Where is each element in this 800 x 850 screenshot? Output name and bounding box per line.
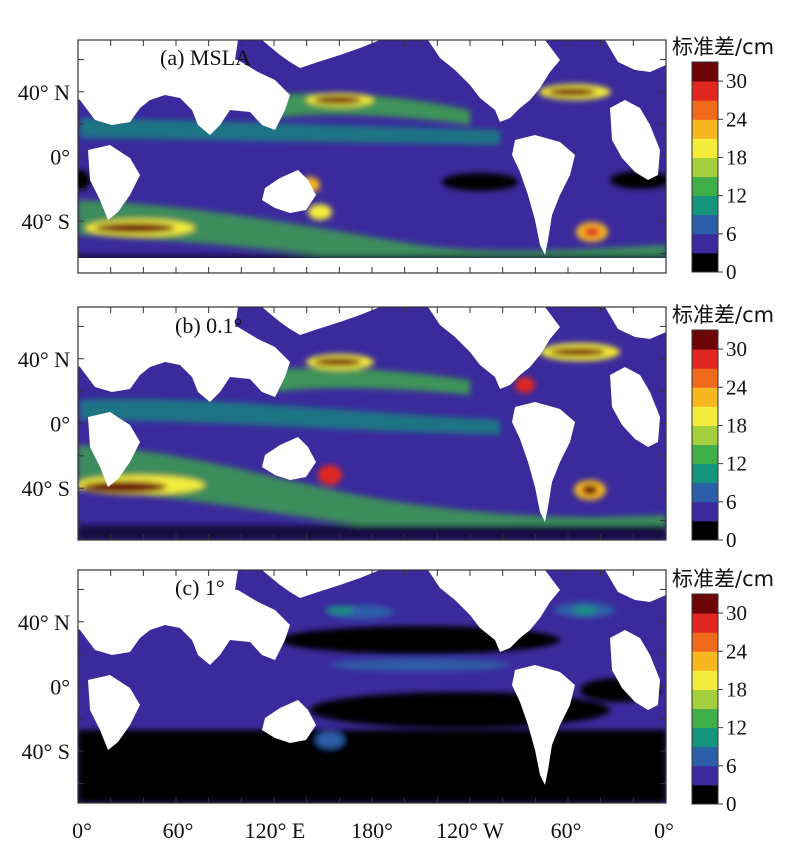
colorbar-swatch bbox=[692, 349, 718, 369]
colorbar-swatch bbox=[692, 746, 718, 767]
colorbar-swatch bbox=[692, 368, 718, 388]
colorbar-tick-label: 30 bbox=[726, 69, 747, 93]
colorbar-tick-label: 12 bbox=[726, 452, 747, 476]
colorbar-swatch bbox=[692, 81, 718, 101]
colorbar-tick-label: 18 bbox=[726, 145, 747, 169]
y-tick-label: 0° bbox=[50, 412, 70, 437]
colorbar-swatch bbox=[692, 157, 718, 178]
colorbar-tick-label: 6 bbox=[726, 754, 737, 778]
colorbar-title: 标准差/cm bbox=[672, 35, 774, 59]
colorbar-swatch bbox=[692, 765, 718, 786]
colorbar-swatch bbox=[692, 425, 718, 446]
colorbar-tick-label: 18 bbox=[726, 413, 747, 437]
colorbar-swatch bbox=[692, 689, 718, 710]
colorbar-tick-label: 18 bbox=[726, 677, 747, 701]
colorbar-tick-label: 6 bbox=[726, 222, 737, 246]
x-tick-label: 120° E bbox=[245, 818, 306, 843]
panel-label: (b) 0.1° bbox=[175, 313, 242, 338]
x-tick-label: 60° bbox=[163, 818, 194, 843]
colorbar-swatch bbox=[692, 727, 718, 748]
colorbar-tick-label: 0 bbox=[726, 260, 737, 284]
colorbar-swatch bbox=[692, 195, 718, 216]
colorbars: 标准差/cm 30 24 18 12 6 0 标准差/cm 30 24 18 12 6 0 标准差/cm 30… bbox=[672, 35, 774, 816]
y-tick-label: 0° bbox=[50, 675, 70, 700]
colorbar-tick-label: 24 bbox=[726, 375, 748, 399]
map-panel-c: (c) 1° bbox=[77, 569, 667, 804]
colorbar: 标准差/cm 30 24 18 12 6 0 bbox=[672, 35, 774, 284]
colorbar-swatch bbox=[692, 613, 718, 633]
colorbar-tick-label: 12 bbox=[726, 716, 747, 740]
colorbar-swatch bbox=[692, 670, 718, 690]
map-panel-b: (b) 0.1° bbox=[77, 306, 667, 541]
y-tick-label: 40° S bbox=[21, 209, 70, 234]
y-tick-label: 40° S bbox=[21, 476, 70, 501]
colorbar: 标准差/cm 30 24 18 12 6 0 bbox=[672, 567, 774, 816]
colorbar-swatch bbox=[692, 784, 718, 805]
colorbar-swatch bbox=[692, 406, 718, 426]
x-tick-label: 180° bbox=[351, 818, 393, 843]
y-tick-label: 40° S bbox=[21, 739, 70, 764]
panel-label: (c) 1° bbox=[175, 575, 225, 600]
colorbar-swatch bbox=[692, 651, 718, 671]
colorbar-swatch bbox=[692, 233, 718, 254]
colorbar-swatch bbox=[692, 176, 718, 197]
colorbar-swatch bbox=[692, 100, 718, 120]
acc-band bbox=[78, 200, 666, 267]
y-tick-label: 40° N bbox=[18, 347, 70, 372]
x-axis-labels: 0° 60° 120° E 180° 120° W 60° 0° bbox=[72, 818, 674, 843]
y-axis-labels: 40° N 0° 40° S 40° N 0° 40° S 40° N 0° 40° S bbox=[18, 80, 70, 764]
colorbar-tick-label: 0 bbox=[726, 528, 737, 552]
colorbar-swatch bbox=[692, 387, 718, 407]
colorbar-swatch bbox=[692, 482, 718, 503]
x-tick-label: 0° bbox=[72, 818, 92, 843]
colorbar-tick-label: 12 bbox=[726, 184, 747, 208]
colorbar-swatch bbox=[692, 62, 718, 82]
y-tick-label: 40° N bbox=[18, 610, 70, 635]
colorbar-swatch bbox=[692, 501, 718, 522]
colorbar-title: 标准差/cm bbox=[672, 303, 774, 327]
x-tick-label: 0° bbox=[654, 818, 674, 843]
y-tick-label: 0° bbox=[50, 145, 70, 170]
colorbar-frame bbox=[691, 329, 719, 541]
colorbar-swatch bbox=[692, 444, 718, 465]
colorbar: 标准差/cm 30 24 18 12 6 0 bbox=[672, 303, 774, 552]
colorbar-frame bbox=[691, 61, 719, 273]
colorbar-frame bbox=[691, 593, 719, 805]
colorbar-swatch bbox=[692, 252, 718, 273]
colorbar-title: 标准差/cm bbox=[672, 567, 774, 591]
colorbar-tick-label: 30 bbox=[726, 337, 747, 361]
colorbar-swatch bbox=[692, 330, 718, 350]
y-tick-label: 40° N bbox=[18, 80, 70, 105]
land-masses bbox=[78, 40, 666, 273]
colorbar-swatch bbox=[692, 520, 718, 541]
colorbar-swatch bbox=[692, 594, 718, 614]
colorbar-swatch bbox=[692, 708, 718, 729]
colorbar-tick-label: 30 bbox=[726, 601, 747, 625]
land-masses bbox=[78, 570, 666, 785]
x-tick-label: 60° bbox=[551, 818, 582, 843]
colorbar-swatch bbox=[692, 214, 718, 235]
colorbar-tick-label: 24 bbox=[726, 107, 748, 131]
map-panel-a: (a) MSLA bbox=[77, 39, 667, 274]
colorbar-swatch bbox=[692, 632, 718, 652]
colorbar-swatch bbox=[692, 119, 718, 139]
colorbar-swatch bbox=[692, 463, 718, 484]
land-masses bbox=[78, 307, 666, 522]
colorbar-tick-label: 6 bbox=[726, 490, 737, 514]
colorbar-tick-label: 24 bbox=[726, 639, 748, 663]
axis-ticks bbox=[77, 40, 667, 803]
colorbar-swatch bbox=[692, 138, 718, 158]
x-tick-label: 120° W bbox=[436, 818, 504, 843]
colorbar-tick-label: 0 bbox=[726, 792, 737, 816]
panel-label: (a) MSLA bbox=[160, 45, 251, 70]
